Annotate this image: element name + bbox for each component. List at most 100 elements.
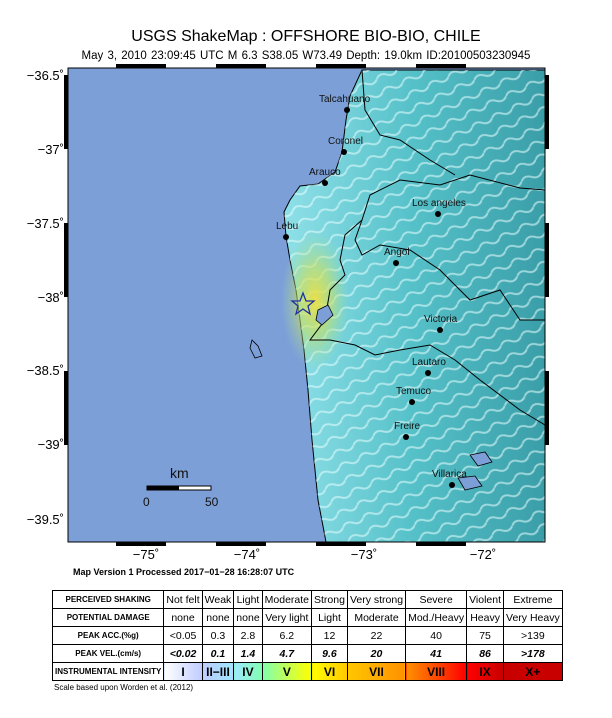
legend-cell: 0.1: [201, 644, 235, 663]
lat-tick-label: −39˚: [37, 437, 64, 452]
legend-cell: 22: [346, 626, 407, 645]
legend-cell: VIII: [405, 662, 468, 681]
legend-cell: Weak: [201, 590, 235, 609]
city-dot: [283, 234, 289, 240]
row-damage: POTENTIAL DAMAGE none none none Very light Li…: [51, 608, 563, 627]
legend-cell: >178: [503, 644, 563, 663]
legend-cell: X+: [503, 662, 563, 681]
legend-cell: I: [163, 662, 203, 681]
lakes: [249, 304, 493, 491]
legend-cell: <0.05: [163, 626, 203, 645]
epicenter-star-icon: [290, 291, 316, 316]
legend-cell: Moderate: [346, 608, 407, 627]
lon-tick-label: −74˚: [233, 547, 261, 562]
city-label: Lebu: [276, 221, 299, 232]
row-label: PERCEIVED SHAKING: [51, 590, 165, 609]
legend-cell: V: [261, 662, 313, 681]
legend-cell: Moderate: [261, 590, 313, 609]
frame-ticks: [64, 64, 549, 546]
shakemap: [64, 64, 549, 546]
legend-cell: 0.3: [201, 626, 235, 645]
legend-cell: 20: [346, 644, 407, 663]
legend-cell: 2.8: [233, 626, 263, 645]
city-label: Temuco: [396, 386, 432, 397]
legend-cell: Light: [233, 590, 263, 609]
city-label: Villarica: [432, 469, 467, 480]
row-label: POTENTIAL DAMAGE: [51, 608, 165, 627]
city-dot: [393, 260, 399, 266]
city-dot: [437, 327, 443, 333]
scale-max: 50: [205, 495, 219, 509]
lat-tick-label: −37˚: [37, 142, 64, 157]
city-dot: [425, 370, 431, 376]
legend-cell: Heavy: [466, 608, 505, 627]
city-dot: [341, 149, 347, 155]
city-label: Talcahuano: [319, 94, 371, 105]
city-label: Freire: [394, 421, 421, 432]
city-dot: [344, 107, 350, 113]
legend-cell: Light: [311, 608, 348, 627]
city-markers: [283, 107, 455, 488]
legend-cell: none: [233, 608, 263, 627]
city-dot: [435, 211, 441, 217]
city-label: Arauco: [309, 167, 341, 178]
legend-cell: Mod./Heavy: [405, 608, 468, 627]
scale-note: Scale based upon Worden et al. (2012): [54, 683, 194, 692]
legend-cell: Violent: [466, 590, 505, 609]
city-label: Angol: [384, 247, 410, 258]
legend-cell: 1.4: [233, 644, 263, 663]
row-label: PEAK VEL.(cm/s): [51, 644, 165, 663]
city-label: Los angeles: [412, 198, 466, 209]
scale-bar: [146, 485, 212, 491]
legend-cell: Very light: [261, 608, 313, 627]
row-shaking: PERCEIVED SHAKING Not felt Weak Light Modera…: [51, 590, 563, 609]
row-intensity: INSTRUMENTAL INTENSITY I II−III IV V VI VII VII…: [51, 662, 563, 681]
lon-tick-label: −75˚: [132, 547, 160, 562]
city-dot: [403, 434, 409, 440]
legend-cell: 75: [466, 626, 505, 645]
city-dot: [409, 399, 415, 405]
legend-cell: Strong: [311, 590, 348, 609]
legend-cell: Very Heavy: [503, 608, 563, 627]
shaking-peak-area: [281, 230, 349, 370]
legend-cell: 41: [405, 644, 468, 663]
scale-unit: km: [170, 465, 189, 481]
lon-tick-label: −72˚: [469, 547, 497, 562]
lat-tick-label: −38˚: [37, 290, 64, 305]
legend-cell: Very strong: [346, 590, 407, 609]
legend-cell: 86: [466, 644, 505, 663]
legend-cell: 6.2: [261, 626, 313, 645]
map-title: USGS ShakeMap : OFFSHORE BIO-BIO, CHILE: [131, 28, 481, 45]
lat-tick-label: −37.5˚: [26, 216, 64, 231]
city-label: Victoria: [424, 314, 458, 325]
legend-cell: VII: [346, 662, 407, 681]
region-boundaries: [309, 69, 546, 426]
lat-tick-label: −39.5˚: [26, 512, 64, 527]
legend-cell: Severe: [405, 590, 468, 609]
row-label: PEAK ACC.(%g): [51, 626, 165, 645]
legend-cell: IX: [466, 662, 505, 681]
event-info: May 3, 2010 23:09:45 UTC M 6.3 S38.05 W7…: [81, 50, 531, 62]
legend-cell: Not felt: [163, 590, 203, 609]
legend-cell: 12: [311, 626, 348, 645]
lat-tick-label: −36.5˚: [26, 68, 64, 83]
legend-cell: none: [163, 608, 203, 627]
legend-cell: >139: [503, 626, 563, 645]
intensity-legend-table: PERCEIVED SHAKING Not felt Weak Light Modera…: [51, 590, 563, 681]
lon-tick-label: −73˚: [350, 547, 378, 562]
legend-cell: 9.6: [311, 644, 348, 663]
processed-info: Map Version 1 Processed 2017−01−28 16:28…: [73, 567, 295, 577]
legend-cell: <0.02: [163, 644, 203, 663]
city-label: Lautaro: [412, 357, 446, 368]
row-acc: PEAK ACC.(%g) <0.05 0.3 2.8 6.2 12 22 40 75 >139: [51, 626, 563, 645]
legend-cell: Extreme: [503, 590, 563, 609]
row-label: INSTRUMENTAL INTENSITY: [51, 662, 165, 681]
lat-tick-label: −38.5˚: [26, 363, 64, 378]
legend-cell: 40: [405, 626, 468, 645]
scale-min: 0: [143, 495, 150, 509]
city-dot: [322, 180, 328, 186]
legend-cell: none: [201, 608, 235, 627]
legend-cell: VI: [311, 662, 348, 681]
legend-cell: 4.7: [261, 644, 313, 663]
city-dot: [449, 482, 455, 488]
